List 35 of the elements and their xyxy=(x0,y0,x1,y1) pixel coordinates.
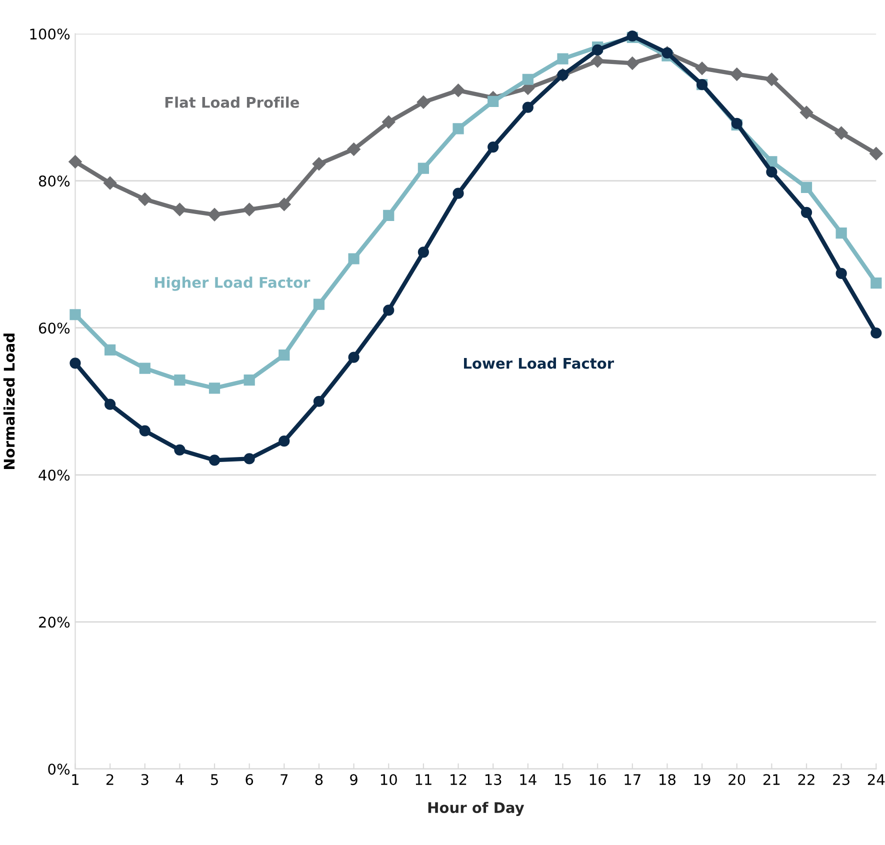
y-tick-label: 100% xyxy=(30,28,70,40)
x-tick-label: 7 xyxy=(280,774,288,785)
y-tick-label: 60% xyxy=(38,322,70,334)
x-tick-label: 18 xyxy=(660,774,676,786)
x-tick-label: 16 xyxy=(590,774,606,786)
x-tick-label: 1 xyxy=(72,774,79,785)
x-tick-label: 23 xyxy=(833,774,850,786)
x-tick-label: 11 xyxy=(416,774,432,785)
series-label: Higher Load Factor xyxy=(154,276,310,291)
y-tick-label: 40% xyxy=(38,470,70,481)
x-tick-label: 5 xyxy=(211,774,218,786)
x-tick-label: 4 xyxy=(176,774,184,785)
x-tick-label: 10 xyxy=(380,774,397,786)
x-tick-label: 9 xyxy=(350,774,358,786)
y-tick-label: 20% xyxy=(39,616,70,628)
x-tick-label: 19 xyxy=(694,774,710,786)
x-tick-label: 12 xyxy=(450,774,466,785)
x-tick-label: 3 xyxy=(141,774,148,786)
x-tick-label: 22 xyxy=(798,774,814,785)
x-tick-label: 13 xyxy=(485,774,502,786)
y-axis-title: Normalized Load xyxy=(3,334,15,470)
x-tick-label: 14 xyxy=(520,774,536,785)
text: Lower Load Factor xyxy=(464,358,614,369)
x-tick-label: 17 xyxy=(624,774,640,785)
x-tick-label: 24 xyxy=(868,774,885,785)
x-tick-label: 6 xyxy=(246,774,254,786)
x-tick-label: 21 xyxy=(763,774,780,785)
x-tick-label: 2 xyxy=(106,774,114,785)
x-tick-label: 15 xyxy=(555,774,571,786)
y-tick-label: 0% xyxy=(48,764,70,775)
text: Flat Load Profile xyxy=(165,96,300,108)
x-tick-label: 20 xyxy=(728,774,746,786)
y-tick-label: 80% xyxy=(38,176,70,187)
x-tick-label: 8 xyxy=(315,774,323,786)
x-axis-title: Hour of Day xyxy=(428,802,524,816)
